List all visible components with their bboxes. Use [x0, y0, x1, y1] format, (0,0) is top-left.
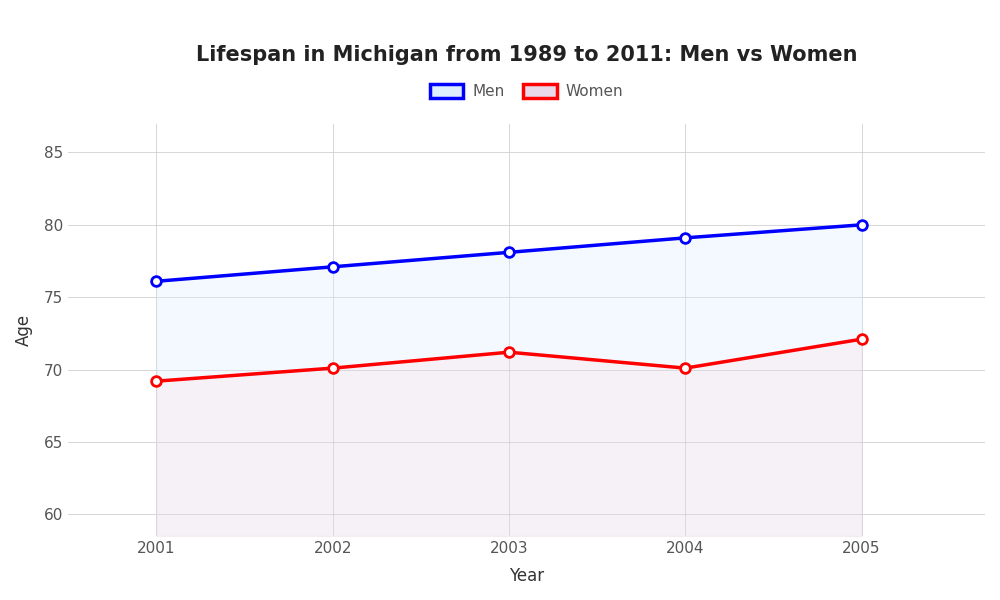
Y-axis label: Age: Age — [15, 314, 33, 346]
X-axis label: Year: Year — [509, 567, 544, 585]
Legend: Men, Women: Men, Women — [424, 77, 630, 105]
Title: Lifespan in Michigan from 1989 to 2011: Men vs Women: Lifespan in Michigan from 1989 to 2011: … — [196, 45, 857, 65]
